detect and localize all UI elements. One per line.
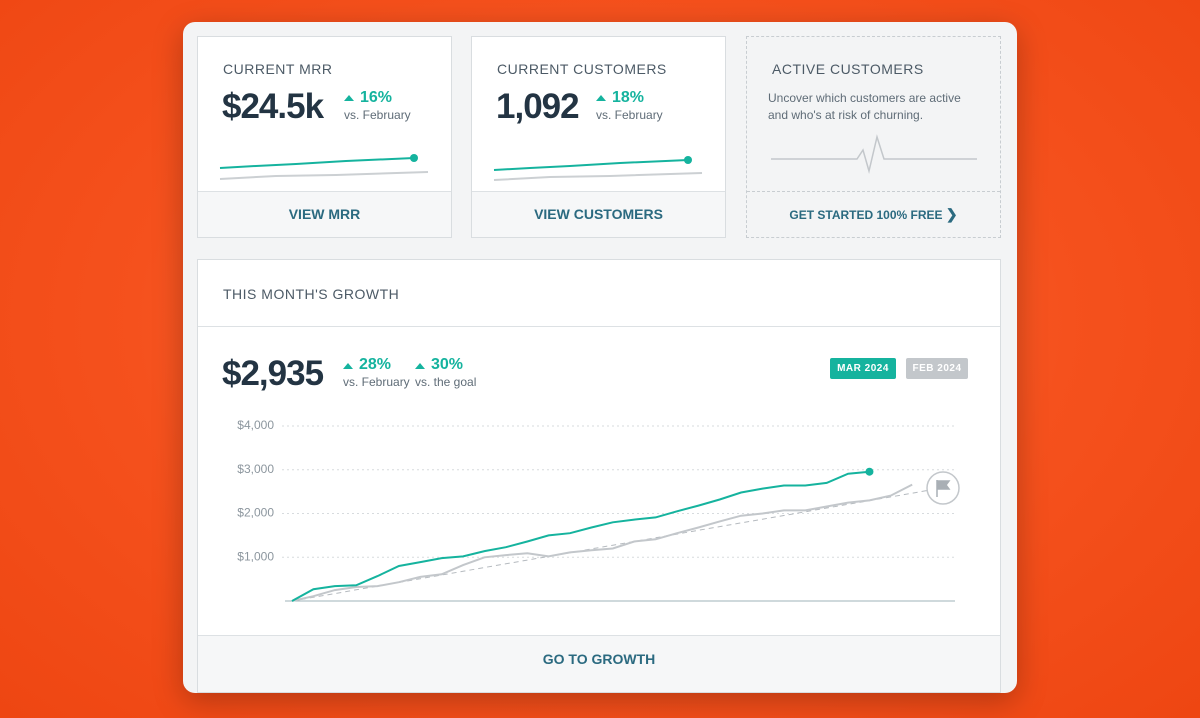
pulse-line	[771, 134, 977, 174]
growth-change: 28%	[359, 356, 392, 373]
growth-change: 30%	[431, 356, 464, 373]
sparkline-dot	[684, 156, 692, 164]
button-label: GET STARTED 100% FREE	[789, 208, 943, 222]
up-arrow	[596, 95, 606, 101]
sparkline	[219, 154, 429, 180]
active-customers-card: ACTIVE CUSTOMERS Uncover which customers…	[746, 36, 1001, 238]
flag-icon	[936, 480, 951, 497]
growth-card: THIS MONTH'S GROWTH $2,935 28% vs. Febru…	[197, 259, 1001, 693]
card-value: $24.5k	[222, 87, 324, 126]
sparkline-previous	[493, 172, 703, 181]
card-change: 18%	[612, 89, 645, 106]
growth-value: $2,935	[222, 354, 324, 393]
card-title: CURRENT MRR	[223, 61, 333, 77]
y-tick-label: $1,000	[237, 549, 274, 563]
series-line	[291, 470, 870, 602]
goal-flag	[926, 471, 960, 505]
view-mrr-button[interactable]: VIEW MRR	[198, 191, 451, 237]
series-line	[291, 483, 913, 602]
card-title: CURRENT CUSTOMERS	[497, 61, 667, 77]
y-tick-label: $3,000	[237, 462, 274, 476]
growth-title: THIS MONTH'S GROWTH	[223, 286, 400, 302]
mrr-card: CURRENT MRR $24.5k 16% vs. February VIEW…	[197, 36, 452, 238]
sparkline-current	[493, 159, 689, 171]
growth-compare: vs. February	[343, 375, 410, 389]
view-customers-button[interactable]: VIEW CUSTOMERS	[472, 191, 725, 237]
card-compare: vs. February	[596, 108, 663, 122]
get-started-button[interactable]: GET STARTED 100% FREE ❯	[747, 191, 1000, 237]
up-arrow	[344, 95, 354, 101]
card-compare: vs. February	[344, 108, 411, 122]
sparkline-previous	[219, 171, 429, 180]
up-arrow	[343, 363, 353, 369]
sparkline	[493, 156, 703, 181]
go-to-growth-button[interactable]: GO TO GROWTH	[198, 635, 1000, 692]
sparkline-dot	[410, 154, 418, 162]
end-dot	[865, 467, 874, 476]
legend-badge[interactable]: MAR 2024	[830, 358, 896, 379]
card-value: 1,092	[496, 87, 580, 126]
customers-card: CURRENT CUSTOMERS 1,092 18% vs. February…	[471, 36, 726, 238]
y-tick-label: $2,000	[237, 506, 274, 520]
growth-compare: vs. the goal	[415, 375, 477, 389]
legend-badge[interactable]: FEB 2024	[906, 358, 968, 379]
sparkline-current	[219, 157, 415, 169]
up-arrow	[415, 363, 425, 369]
pulse-path	[771, 134, 977, 174]
divider	[198, 326, 1000, 327]
card-description: Uncover which customers are active and w…	[768, 91, 961, 122]
card-title: ACTIVE CUSTOMERS	[772, 61, 924, 77]
card-change: 16%	[360, 89, 393, 106]
chevron-icon: ❯	[945, 206, 958, 222]
y-tick-label: $4,000	[237, 418, 274, 432]
